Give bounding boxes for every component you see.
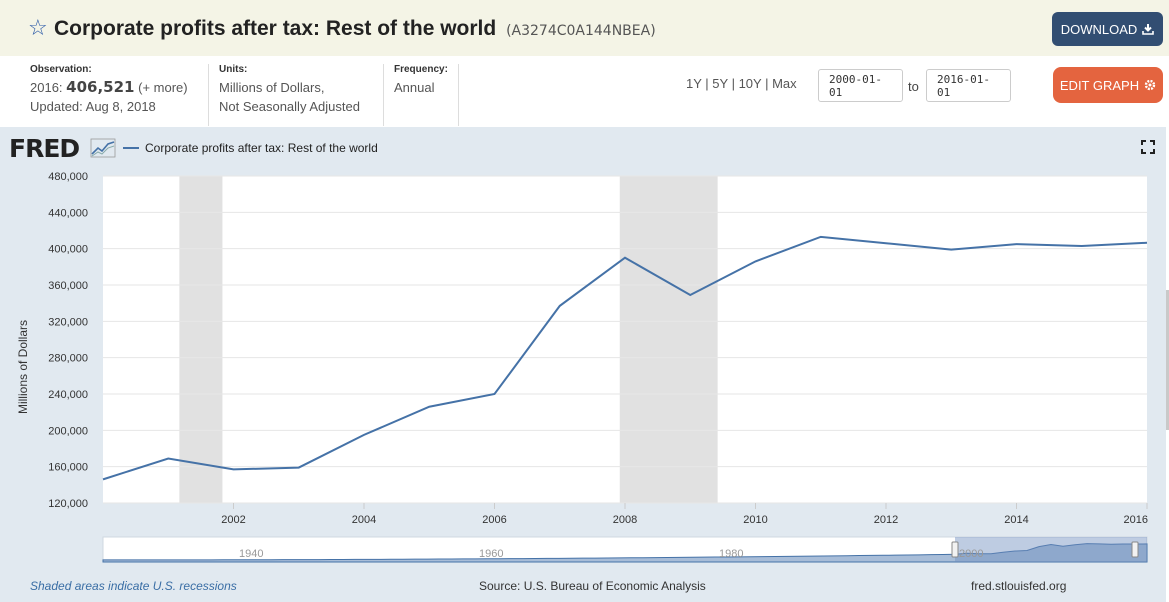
y-tick-label: 240,000 <box>48 389 88 401</box>
more-link[interactable]: (+ more) <box>138 80 188 95</box>
data-point[interactable] <box>296 465 302 471</box>
y-tick-label: 280,000 <box>48 353 88 365</box>
units-block: Units: Millions of Dollars, Not Seasonal… <box>208 64 360 126</box>
series-id: (A3274C0A144NBEA) <box>506 23 656 39</box>
range-5y[interactable]: 5Y <box>712 76 728 91</box>
data-point[interactable] <box>492 391 498 397</box>
observation-value: 406,521 <box>66 78 135 96</box>
range-1y[interactable]: 1Y <box>686 76 702 91</box>
source-note: Source: U.S. Bureau of Economic Analysis <box>479 579 706 593</box>
line-chart: 120,000 160,000 200,000 240,000 280,000 320,0… <box>16 171 1150 563</box>
navigator-year-label: 1980 <box>719 548 743 560</box>
download-label: DOWNLOAD <box>1060 21 1138 37</box>
download-button[interactable]: DOWNLOAD <box>1052 12 1163 46</box>
observation-label: Observation: <box>30 64 92 75</box>
data-point[interactable] <box>426 404 432 410</box>
navigator-selection[interactable] <box>955 537 1147 562</box>
start-date-input[interactable]: 2000-01-01 <box>818 69 903 102</box>
edit-graph-label: EDIT GRAPH <box>1059 77 1140 93</box>
x-tick-label: 2008 <box>613 514 637 526</box>
data-point[interactable] <box>622 255 628 261</box>
y-tick-label: 480,000 <box>48 171 88 183</box>
series-title: Corporate profits after tax: Rest of the… <box>54 17 497 40</box>
y-tick-label: 440,000 <box>48 207 88 219</box>
observation-block: Observation: 2016: 406,521 (+ more) Upda… <box>30 64 188 116</box>
gear-icon <box>1144 79 1156 91</box>
data-point[interactable] <box>100 476 106 482</box>
to-label: to <box>908 79 919 94</box>
data-point[interactable] <box>883 240 889 246</box>
units-line-1: Millions of Dollars, <box>219 80 325 95</box>
y-tick-label: 120,000 <box>48 498 88 510</box>
navigator-area <box>102 543 1148 563</box>
frequency-value: Annual <box>394 80 435 95</box>
fred-logo-chart-icon <box>90 138 116 158</box>
y-tick-label: 200,000 <box>48 425 88 437</box>
data-point[interactable] <box>557 303 563 309</box>
recession-band <box>619 176 718 503</box>
observation-value-line: 2016: 406,521 (+ more) <box>30 78 188 97</box>
data-point[interactable] <box>1144 240 1150 246</box>
data-point[interactable] <box>753 258 759 264</box>
fred-logo: FRED <box>9 134 80 163</box>
navigator-year-label: 1960 <box>479 548 503 560</box>
download-icon <box>1142 24 1155 35</box>
data-point[interactable] <box>948 247 954 253</box>
y-tick-label: 320,000 <box>48 316 88 328</box>
x-tick-label: 2016 <box>1124 514 1148 526</box>
legend-swatch <box>123 147 139 149</box>
navigator-left-handle[interactable] <box>951 541 959 558</box>
x-tick-label: 2002 <box>221 514 245 526</box>
data-point[interactable] <box>231 466 237 472</box>
y-axis-label: Millions of Dollars <box>16 320 30 414</box>
units-line-2: Not Seasonally Adjusted <box>219 99 360 114</box>
data-point[interactable] <box>1079 243 1085 249</box>
navigator-year-label: 2000 <box>959 548 983 560</box>
chart-legend: Corporate profits after tax: Rest of the… <box>123 141 378 155</box>
y-tick-label: 360,000 <box>48 280 88 292</box>
navigator-year-label: 1940 <box>239 548 263 560</box>
series-line <box>102 235 1148 481</box>
page-scrollbar[interactable] <box>1166 290 1169 430</box>
edit-graph-button[interactable]: EDIT GRAPH <box>1053 67 1163 103</box>
navigator-right-handle[interactable] <box>1131 541 1139 558</box>
data-point[interactable] <box>361 432 367 438</box>
site-link[interactable]: fred.stlouisfed.org <box>971 579 1067 593</box>
updated-date: Updated: Aug 8, 2018 <box>30 99 156 114</box>
data-point[interactable] <box>687 292 693 298</box>
observation-year: 2016: <box>30 80 63 95</box>
star-icon[interactable]: ☆ <box>28 15 48 40</box>
recession-band <box>179 176 223 503</box>
frequency-block: Frequency: Annual <box>383 64 459 126</box>
range-selector: 1Y | 5Y | 10Y | Max <box>686 76 797 91</box>
data-point[interactable] <box>165 455 171 461</box>
end-date-input[interactable]: 2016-01-01 <box>926 69 1011 102</box>
recession-note: Shaded areas indicate U.S. recessions <box>30 579 237 593</box>
data-point[interactable] <box>818 234 824 240</box>
y-tick-label: 400,000 <box>48 244 88 256</box>
range-max[interactable]: Max <box>772 76 797 91</box>
x-tick-label: 2014 <box>1004 514 1028 526</box>
page-title: Corporate profits after tax: Rest of the… <box>54 17 656 41</box>
y-tick-label: 160,000 <box>48 462 88 474</box>
x-tick-label: 2004 <box>352 514 376 526</box>
legend-label: Corporate profits after tax: Rest of the… <box>145 141 378 155</box>
x-tick-label: 2010 <box>743 514 767 526</box>
units-label: Units: <box>219 64 248 75</box>
x-tick-label: 2006 <box>482 514 506 526</box>
x-tick-label: 2012 <box>874 514 898 526</box>
data-point[interactable] <box>1014 241 1020 247</box>
fullscreen-icon[interactable] <box>1141 140 1155 154</box>
header-bar: ☆ Corporate profits after tax: Rest of t… <box>0 0 1169 56</box>
frequency-label: Frequency: <box>394 64 448 75</box>
range-10y[interactable]: 10Y <box>738 76 762 91</box>
